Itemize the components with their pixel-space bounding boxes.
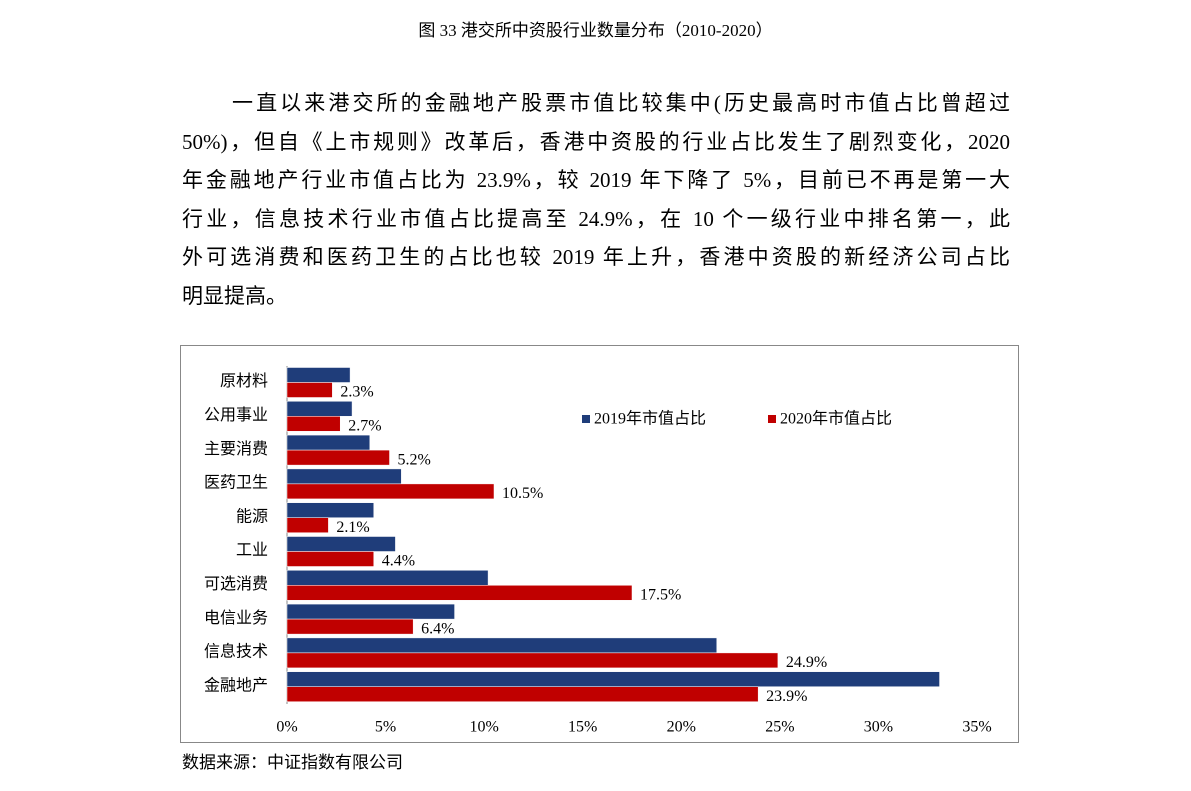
bar xyxy=(286,618,414,635)
bar xyxy=(286,671,940,687)
paragraph: 一直以来港交所的金融地产股票市值比较集中(历史最高时市值占比曾超过 50%)，但… xyxy=(182,84,1010,315)
value-label: 6.4% xyxy=(421,620,454,637)
category-label: 医药卫生 xyxy=(204,474,268,492)
figure-title: 图 33 港交所中资股行业数量分布（2010-2020） xyxy=(418,21,773,40)
value-label: 2.3% xyxy=(340,384,373,401)
value-label: 4.4% xyxy=(382,553,415,570)
text-line: 行业，信息技术行业市值占比提高至 24.9%，在 10 个一级行业中排名第一，此 xyxy=(182,206,1010,231)
x-tick-label: 30% xyxy=(864,719,893,736)
text-line: 50%)，但自《上市规则》改革后，香港中资股的行业占比发生了剧烈变化，2020 xyxy=(182,129,1010,154)
bar xyxy=(286,551,374,567)
bar xyxy=(286,652,779,669)
value-label: 2.7% xyxy=(348,417,381,434)
bar xyxy=(286,468,402,485)
category-label: 信息技术 xyxy=(204,643,268,661)
x-tick-label: 25% xyxy=(765,719,794,736)
category-label: 工业 xyxy=(236,541,268,559)
category-label: 主要消费 xyxy=(204,440,268,458)
bar xyxy=(286,536,396,552)
bar xyxy=(286,686,759,702)
x-tick-label: 0% xyxy=(276,719,297,736)
text-line: 明显提高。 xyxy=(182,283,287,308)
x-tick-label: 20% xyxy=(667,719,696,736)
bar xyxy=(286,382,333,398)
category-label: 原材料 xyxy=(220,372,268,390)
bar xyxy=(286,483,495,500)
bar xyxy=(286,367,351,383)
x-tick-label: 15% xyxy=(568,719,597,736)
legend-swatch xyxy=(582,415,590,423)
value-label: 23.9% xyxy=(766,688,807,705)
legend-label: 2020年市值占比 xyxy=(780,410,892,428)
x-tick-label: 5% xyxy=(375,719,396,736)
bar xyxy=(286,517,329,533)
text-line: 一直以来港交所的金融地产股票市值比较集中(历史最高时市值占比曾超过 xyxy=(232,91,1010,115)
text-line: 年金融地产行业市值占比为 23.9%，较 2019 年下降了 5%，目前已不再是… xyxy=(182,168,1010,192)
category-label: 金融地产 xyxy=(204,676,268,694)
bar xyxy=(286,449,390,466)
x-tick-label: 10% xyxy=(469,719,498,736)
category-label: 公用事业 xyxy=(204,406,268,424)
legend-label: 2019年市值占比 xyxy=(594,410,706,428)
category-label: 电信业务 xyxy=(204,609,268,627)
legend-swatch xyxy=(768,415,776,423)
category-label: 能源 xyxy=(236,507,268,525)
bar xyxy=(286,603,455,620)
source-note: 数据来源：中证指数有限公司 xyxy=(182,753,403,772)
bar xyxy=(286,434,371,451)
bar xyxy=(286,416,341,432)
value-label: 10.5% xyxy=(502,485,543,502)
text-line: 外可选消费和医药卫生的占比也较 2019 年上升，香港中资股的新经济公司占比 xyxy=(182,245,1010,269)
value-label: 5.2% xyxy=(398,451,431,468)
value-label: 17.5% xyxy=(640,586,681,603)
value-label: 24.9% xyxy=(786,654,827,671)
bar xyxy=(286,585,633,601)
x-tick-label: 35% xyxy=(962,719,991,736)
value-label: 2.1% xyxy=(336,519,369,536)
bar xyxy=(286,637,718,654)
chart-frame xyxy=(180,345,1019,743)
bar xyxy=(286,570,489,586)
bar xyxy=(286,401,353,417)
bar xyxy=(286,502,374,518)
category-label: 可选消费 xyxy=(204,575,268,593)
